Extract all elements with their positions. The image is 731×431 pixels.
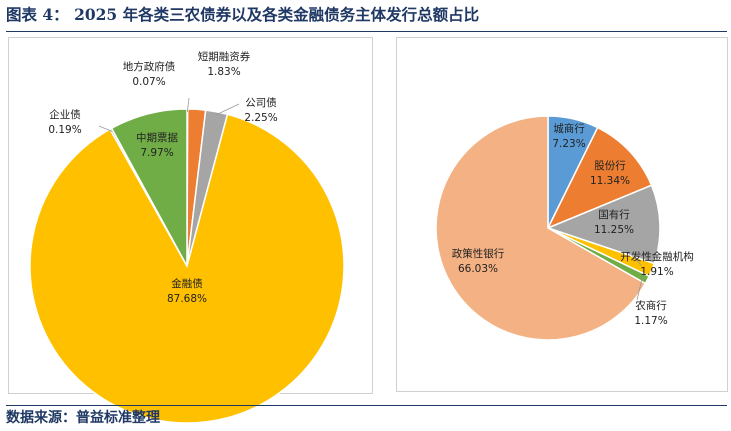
pie-slice-slice-6: [110, 108, 188, 267]
slice-value-label: 0.07%: [132, 76, 165, 88]
title-rule: [6, 31, 727, 32]
slice-name-label: 金融债: [171, 277, 203, 290]
pie-slice-slice-3: [545, 184, 661, 265]
left-pie-chart: 地方政府债 0.07% 短期融资券 1.83% 公司债 2.25% 金融债 87.68% 企业债…: [29, 50, 345, 424]
slice-label-slice-4: 金融债 87.68%: [167, 277, 207, 305]
slice-name-label: 城商行: [553, 122, 585, 135]
slice-label-slice-5: 农商行 1.17%: [634, 299, 667, 327]
slice-value-label: 1.91%: [640, 266, 673, 278]
slice-label-slice-5: 企业债 0.19%: [48, 108, 81, 136]
slice-label-slice-3: 国有行 11.25%: [594, 208, 634, 236]
slice-label-slice-1: 城商行 7.23%: [552, 122, 585, 150]
right-pie-chart: 城商行 7.23% 股份行 11.34% 国有行 11.25% 开发性金融机构 1.91% 农商…: [435, 115, 694, 341]
slice-name-label: 企业债: [49, 108, 81, 121]
slice-value-label: 2.25%: [244, 112, 277, 124]
slice-name-label: 开发性金融机构: [620, 250, 694, 263]
slice-name-label: 中期票据: [136, 131, 178, 144]
leader-line-slice-3: [215, 103, 240, 116]
slice-value-label: 66.03%: [458, 263, 498, 275]
slice-name-label: 国有行: [598, 208, 630, 221]
slice-label-slice-2: 股份行 11.34%: [590, 159, 630, 187]
slice-value-label: 7.97%: [140, 147, 173, 159]
pie-slice-slice-4: [29, 113, 345, 424]
slice-label-slice-2: 短期融资券 1.83%: [198, 50, 251, 78]
slice-value-label: 11.25%: [594, 224, 634, 236]
slice-label-slice-3: 公司债 2.25%: [244, 96, 277, 124]
slice-name-label: 短期融资券: [198, 50, 251, 63]
leader-line-slice-1: [186, 97, 190, 113]
source-note: 数据来源：普益标准整理: [6, 410, 160, 426]
slice-name-label: 农商行: [635, 299, 667, 312]
slice-label-slice-6: 中期票据 7.97%: [136, 131, 178, 159]
source-rule: [6, 405, 727, 406]
slice-name-label: 股份行: [594, 159, 626, 172]
slice-name-label: 地方政府债: [123, 60, 176, 73]
slice-value-label: 0.19%: [48, 124, 81, 136]
leader-line-slice-5: [98, 125, 113, 132]
right-pie-panel: 城商行 7.23% 股份行 11.34% 国有行 11.25% 开发性金融机构 1.91% 农商…: [396, 37, 728, 392]
slice-value-label: 1.17%: [634, 315, 667, 327]
leader-line-slice-5: [636, 277, 643, 301]
left-pie-panel: 地方政府债 0.07% 短期融资券 1.83% 公司债 2.25% 金融债 87.68% 企业债…: [8, 37, 373, 424]
slice-name-label: 政策性银行: [452, 247, 505, 260]
slice-value-label: 7.23%: [552, 138, 585, 150]
leader-line-slice-4: [626, 249, 642, 266]
slice-label-slice-1: 地方政府债 0.07%: [123, 60, 176, 88]
pie-slice-slice-6: [435, 115, 647, 341]
slice-name-label: 公司债: [245, 96, 277, 109]
chart-title: 图表 4： 2025 年各类三农债券以及各类金融债务主体发行总额占比: [6, 5, 480, 24]
slice-label-slice-6: 政策性银行 66.03%: [452, 247, 505, 275]
slice-value-label: 1.83%: [207, 66, 240, 78]
slice-label-slice-4: 开发性金融机构 1.91%: [620, 250, 694, 278]
slice-value-label: 87.68%: [167, 293, 207, 305]
slice-value-label: 11.34%: [590, 175, 630, 187]
pie-slice-slice-2: [546, 126, 653, 230]
